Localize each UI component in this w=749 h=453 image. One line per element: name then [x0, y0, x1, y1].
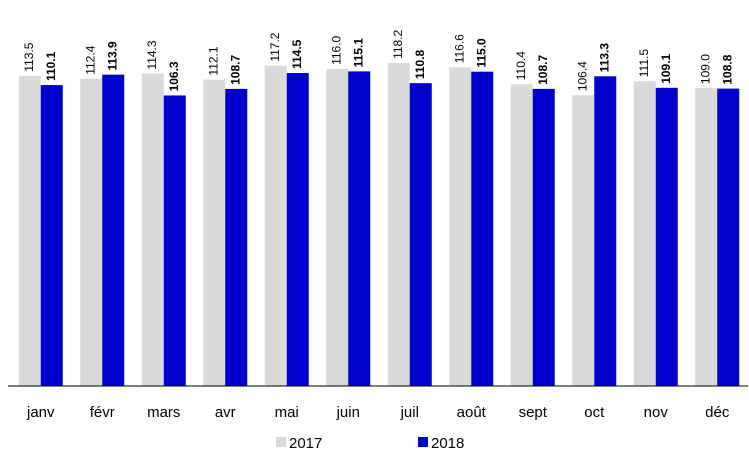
bar	[163, 95, 186, 387]
bar	[655, 87, 678, 386]
legend-swatch	[276, 437, 286, 447]
value-label: 108.7	[228, 55, 242, 85]
bar	[102, 74, 125, 386]
value-label: 115.0	[474, 38, 488, 68]
value-label: 108.8	[720, 54, 734, 84]
value-label: 110.8	[413, 49, 427, 79]
x-tick-label: févr	[90, 404, 115, 421]
value-label: 116.6	[452, 34, 466, 63]
bar	[449, 67, 472, 386]
bar	[717, 88, 740, 386]
value-label: 116.0	[329, 35, 343, 64]
value-label: 112.4	[83, 45, 97, 74]
bar	[18, 75, 41, 387]
value-label: 115.1	[351, 38, 365, 68]
x-tick-label: janv	[26, 404, 55, 421]
bar	[387, 62, 410, 387]
value-label: 113.3	[597, 43, 611, 73]
bar	[510, 84, 533, 387]
bar	[40, 85, 63, 386]
bar	[80, 78, 103, 387]
x-tick-label: oct	[584, 404, 605, 421]
x-tick-label: mars	[147, 404, 180, 421]
value-label: 110.1	[44, 51, 58, 81]
bar	[633, 81, 656, 386]
bar	[594, 76, 617, 387]
value-label: 106.4	[575, 61, 589, 91]
value-label: 111.5	[637, 49, 651, 78]
value-label: 109.1	[659, 53, 673, 83]
value-label: 106.3	[167, 61, 181, 91]
x-tick-label: avr	[215, 404, 236, 421]
value-label: 114.5	[290, 39, 304, 69]
value-label: 114.3	[145, 40, 159, 69]
value-label: 117.2	[268, 32, 282, 61]
x-tick-label: août	[457, 404, 487, 421]
bar	[225, 88, 248, 387]
bar	[348, 71, 371, 386]
x-tick-label: sept	[519, 404, 548, 421]
bar	[264, 65, 287, 387]
bar	[695, 88, 718, 387]
x-tick-label: juin	[336, 404, 360, 421]
bar	[326, 68, 349, 386]
value-label: 110.4	[514, 51, 528, 80]
bar	[532, 88, 555, 387]
bar	[203, 79, 226, 387]
legend-swatch	[418, 437, 428, 447]
legend-label: 2017	[289, 435, 322, 452]
bar	[409, 83, 432, 386]
value-label: 113.9	[105, 41, 119, 71]
bar	[141, 73, 164, 386]
bar	[286, 73, 309, 387]
bar	[471, 71, 494, 387]
x-tick-label: mai	[275, 404, 299, 421]
value-label: 118.2	[391, 29, 405, 58]
value-label: 108.7	[536, 55, 550, 85]
x-tick-label: nov	[644, 404, 669, 421]
x-tick-label: juil	[400, 404, 419, 421]
value-label: 113.5	[22, 42, 36, 71]
x-tick-label: déc	[705, 404, 730, 421]
legend-label: 2018	[431, 435, 464, 452]
value-label: 109.0	[698, 54, 712, 84]
value-label: 112.1	[206, 46, 220, 75]
bar	[572, 95, 595, 386]
